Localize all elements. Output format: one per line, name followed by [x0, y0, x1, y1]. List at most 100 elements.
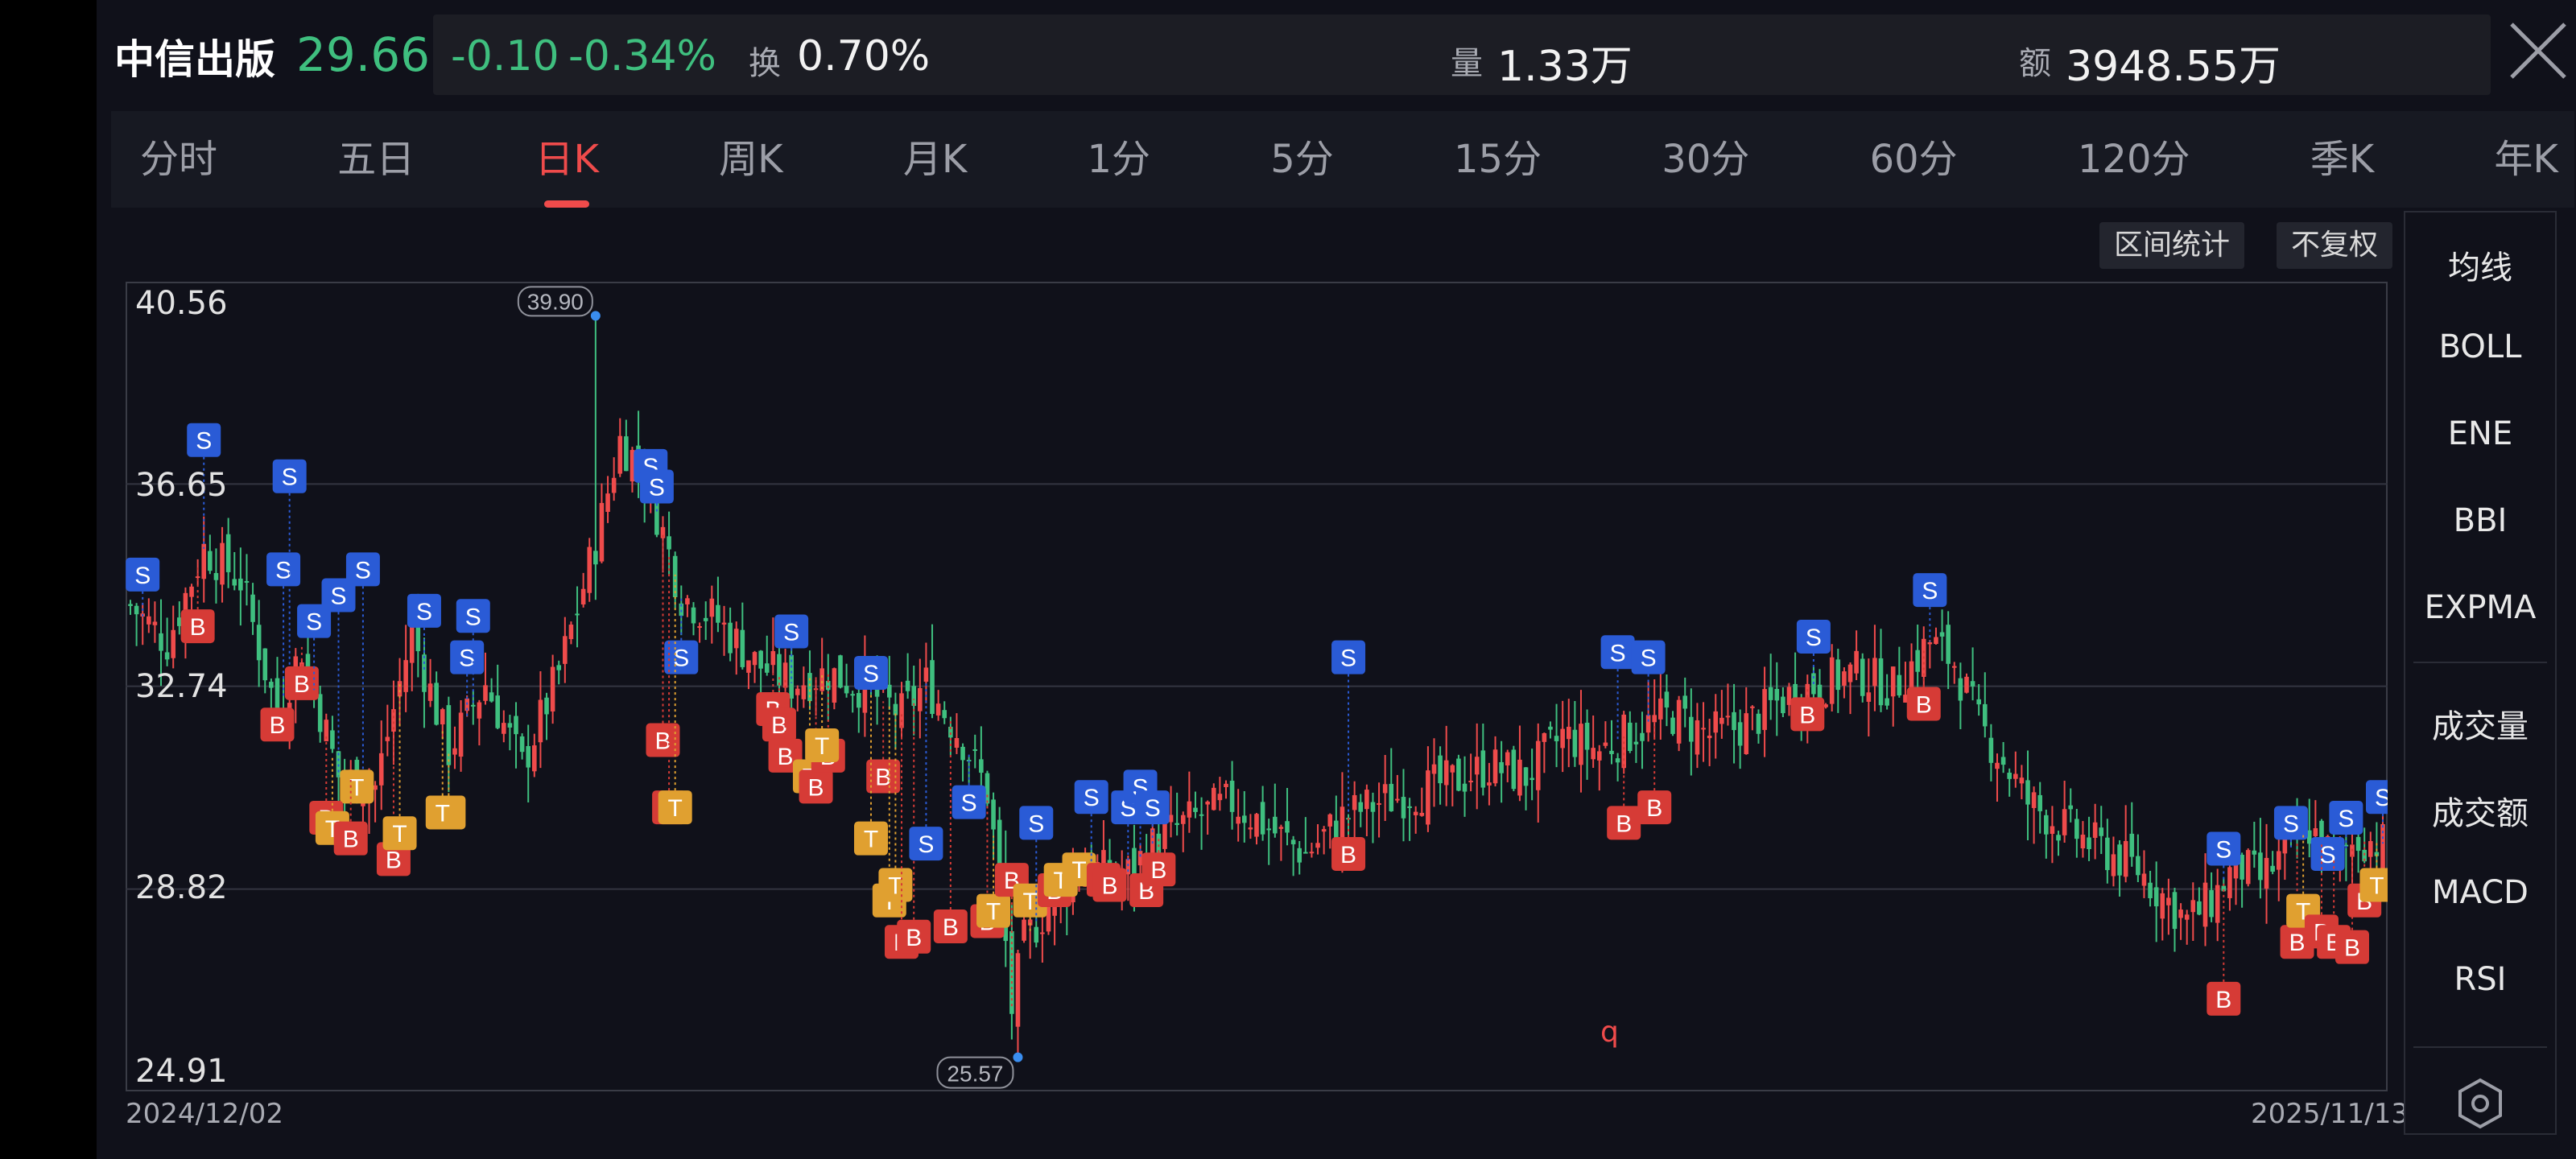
candle-body — [1645, 715, 1651, 733]
candle-body — [617, 435, 623, 474]
min-label: 25.57 — [947, 1062, 1003, 1087]
signal-label: T — [864, 827, 878, 853]
candle-body — [1511, 749, 1517, 790]
signal-label: B — [1340, 842, 1356, 868]
tab-11[interactable]: 季K — [2310, 137, 2375, 182]
candle-body — [152, 621, 158, 625]
candle-body — [452, 748, 457, 755]
signal-label: B — [1916, 692, 1932, 719]
candle-body — [2141, 873, 2147, 886]
candle-body — [1407, 806, 1412, 808]
signal-b — [1092, 868, 1127, 902]
indicator-3[interactable]: BBI — [2453, 502, 2508, 539]
candle-body — [660, 526, 666, 538]
candle-body — [378, 753, 384, 786]
candle-body — [2306, 830, 2312, 844]
candle-body — [1842, 671, 1847, 686]
sub-indicator-3[interactable]: RSI — [2454, 961, 2507, 998]
indicator-1[interactable]: BOLL — [2438, 328, 2522, 365]
signal-b — [933, 909, 968, 943]
candle-body — [782, 662, 788, 688]
indicator-0[interactable]: 均线 — [2448, 250, 2512, 287]
candle-body — [1781, 696, 1785, 714]
signal-label: B — [1646, 795, 1662, 822]
signal-label: S — [275, 557, 291, 584]
candle-body — [575, 613, 580, 616]
signal-s — [2207, 831, 2241, 866]
candle-body — [819, 668, 824, 691]
candle-body — [979, 759, 984, 773]
amount-value: 3948.55万 — [2066, 43, 2281, 91]
tab-3[interactable]: 周K — [719, 137, 783, 182]
candle-body — [1995, 762, 2000, 769]
candle-body — [434, 683, 439, 725]
settings-icon[interactable] — [2452, 1075, 2508, 1132]
signal-label: B — [2215, 987, 2231, 1013]
sub-indicator-0[interactable]: 成交量 — [2432, 708, 2529, 745]
tab-12[interactable]: 年K — [2494, 137, 2558, 182]
candle-body — [1217, 794, 1223, 801]
candle-body — [507, 723, 513, 728]
candle-body — [330, 730, 335, 749]
candle-body — [440, 709, 445, 724]
candle-body — [1670, 717, 1675, 734]
candlestick-chart[interactable]: 39.9025.57SSBBSSBSSSTBTBBTSSSTTSSSBBTBBB… — [126, 282, 2388, 1091]
signal-t — [382, 816, 417, 851]
candle-body — [1523, 767, 1529, 786]
candle-body — [1419, 812, 1425, 816]
candle-body — [1909, 661, 1914, 704]
signal-s — [909, 827, 943, 861]
candle-body — [1934, 637, 1938, 645]
candle-body — [2148, 882, 2153, 898]
candle-body — [1566, 726, 1571, 740]
sub-indicator-2[interactable]: MACD — [2432, 874, 2529, 911]
candle-body — [1817, 684, 1823, 699]
tab-9[interactable]: 60分 — [1869, 137, 1958, 182]
signal-s — [407, 593, 441, 628]
signal-s — [639, 469, 674, 504]
candle-body — [1156, 833, 1162, 856]
close-icon[interactable] — [2505, 18, 2571, 84]
candle-body — [1713, 711, 1719, 733]
tab-8[interactable]: 30分 — [1662, 137, 1750, 182]
candle-body — [2313, 828, 2318, 836]
indicator-4[interactable]: EXPMA — [2424, 589, 2537, 626]
signal-label: S — [1922, 578, 1938, 604]
candle-body — [2252, 850, 2257, 855]
range-stats-button[interactable]: 区间统计 — [2099, 222, 2245, 269]
candle-body — [1988, 737, 1994, 763]
candle-body — [2355, 836, 2361, 852]
candle-body — [238, 578, 243, 591]
indicator-2[interactable]: ENE — [2447, 415, 2513, 452]
signal-b — [333, 821, 368, 856]
candle-body — [1027, 919, 1033, 926]
tab-1[interactable]: 五日 — [337, 137, 415, 182]
candle-body — [1474, 757, 1480, 775]
candle-body — [2362, 849, 2367, 862]
candle-body — [1633, 741, 1639, 744]
candle-body — [519, 736, 525, 753]
tab-0[interactable]: 分时 — [140, 137, 218, 182]
signal-label: S — [1028, 810, 1044, 837]
tab-10[interactable]: 120分 — [2077, 137, 2190, 182]
candle-body — [703, 617, 708, 621]
tab-6[interactable]: 5分 — [1270, 137, 1334, 182]
candle-body — [1707, 736, 1712, 739]
candle-body — [1866, 692, 1872, 702]
candle-body — [1530, 777, 1534, 781]
adjust-button[interactable]: 不复权 — [2277, 222, 2393, 269]
candle-body — [391, 709, 396, 732]
signal-label: T — [668, 795, 683, 822]
sub-indicator-1[interactable]: 成交额 — [2432, 795, 2529, 832]
indicator-panel: 均线 BOLL ENE BBI EXPMA 成交量成交额 MACD RSI — [2404, 211, 2557, 1135]
signal-label: B — [906, 925, 922, 951]
candle-body — [514, 716, 518, 735]
candle-body — [2227, 867, 2232, 898]
tab-4[interactable]: 月K — [902, 137, 968, 182]
tab-5[interactable]: 1分 — [1087, 137, 1151, 182]
tab-7[interactable]: 15分 — [1454, 137, 1542, 182]
tab-2[interactable]: 日K — [535, 111, 599, 208]
candle-body — [746, 660, 751, 673]
candle-body — [1946, 625, 1951, 664]
signal-label: B — [1799, 702, 1815, 728]
